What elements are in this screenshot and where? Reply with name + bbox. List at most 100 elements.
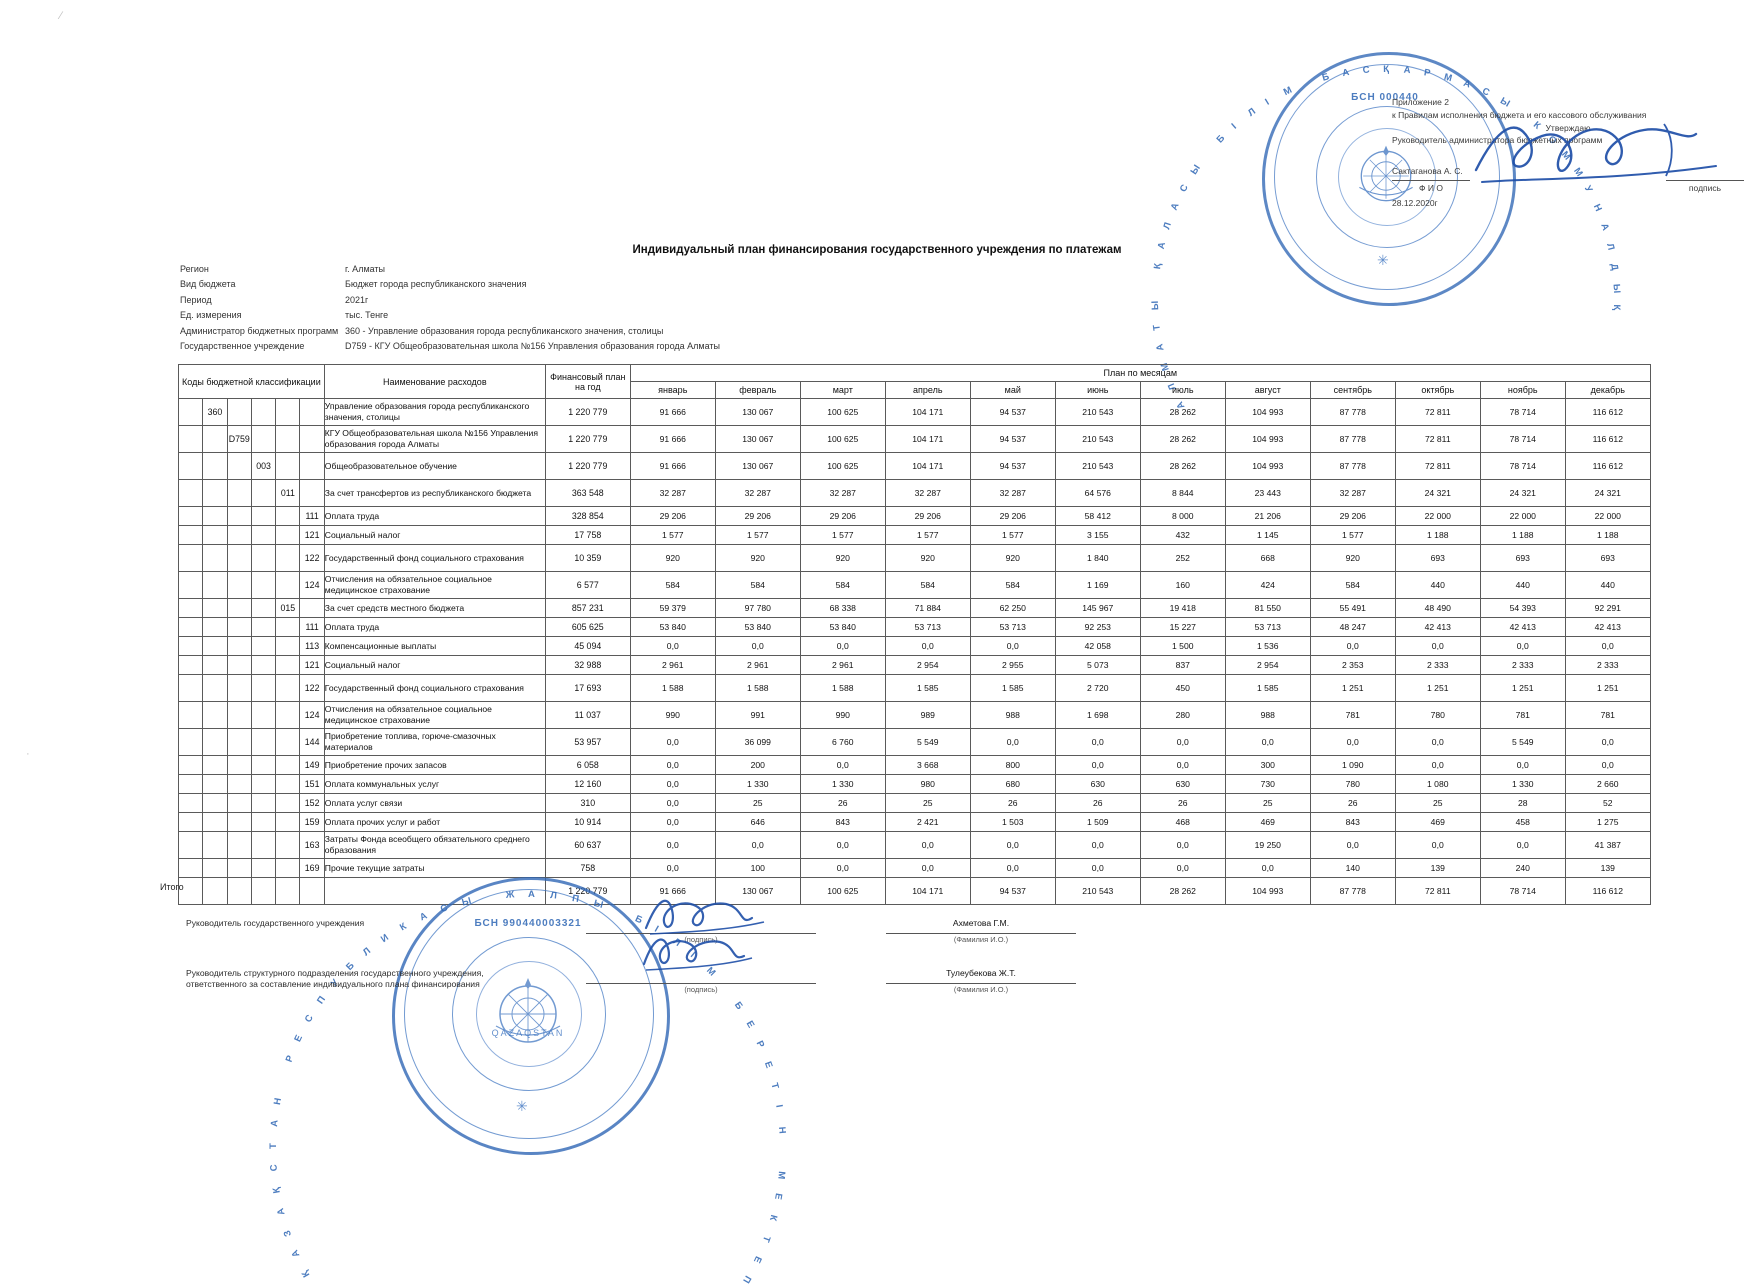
cell-expense-name: Отчисления на обязательное социальное ме… [323,571,546,599]
seal-ring-char: Л [1245,106,1258,119]
cell-code-level-4 [250,793,277,813]
cell-month-8: 21 206 [1224,506,1311,526]
cell-code-level-1 [177,655,204,675]
seal-ring-char: Р [1423,67,1432,80]
cell-code-level-3 [226,525,252,545]
cell-code-level-4 [250,812,277,832]
cell-month-8: 2 954 [1224,655,1311,675]
cell-code-level-1 [177,793,204,813]
cell-code-level-3 [226,793,252,813]
cell-month-7: 252 [1139,544,1226,572]
cell-month-11: 24 321 [1479,479,1566,507]
cell-month-8: 25 [1224,793,1311,813]
cell-month-11: 2 333 [1479,655,1566,675]
cell-code-level-2 [202,655,228,675]
header-month-5: май [969,381,1056,399]
cell-code-level-6: 169 [299,858,325,878]
total-row-label: Итого [160,881,184,892]
cell-code-level-1 [177,858,204,878]
cell-year-plan: 32 988 [544,655,631,675]
cell-code-level-6: 151 [299,774,325,794]
cell-month-5: 62 250 [969,598,1056,618]
cell-month-2: 584 [714,571,801,599]
fio-caption: Ф И О [1392,179,1470,195]
total-code-spacer [299,877,325,905]
cell-month-4: 104 171 [884,398,971,426]
cell-code-level-4 [250,479,277,507]
document-meta: Регион г. Алматы Вид бюджета Бюджет города … [180,262,720,354]
cell-code-level-6: 124 [299,701,325,729]
cell-code-level-4 [250,701,277,729]
header-year-plan: Финансовый план на год [544,364,631,399]
cell-month-8: 81 550 [1224,598,1311,618]
cell-code-level-2 [202,755,228,775]
cell-month-2: 53 840 [714,617,801,637]
cell-month-11: 78 714 [1479,425,1566,453]
cell-code-level-1 [177,701,204,729]
cell-code-level-2: 360 [202,398,228,426]
cell-code-level-3 [226,655,252,675]
seal-ring-char: А [275,1206,288,1217]
table-row: 121 Социальный налог 17 758 1 577 1 577 1 577… [177,525,1651,545]
seal-top-bsn: БСН 000440 [1351,92,1419,103]
state-emblem-icon [1359,145,1413,202]
cell-month-2: 646 [714,812,801,832]
cell-month-2: 29 206 [714,506,801,526]
cell-month-6: 1 169 [1054,571,1141,599]
cell-month-7: 28 262 [1139,452,1226,480]
head-name-caption: (Фамилия И.О.) [953,935,1009,944]
cell-month-12: 52 [1564,793,1651,813]
cell-month-8: 469 [1224,812,1311,832]
cell-month-4: 1 577 [884,525,971,545]
header-budget-codes: Коды бюджетной классификации [178,364,325,399]
header-expense-name: Наименование расходов [323,364,546,399]
meta-label: Вид бюджета [180,279,236,290]
cell-month-4: 0,0 [884,858,971,878]
cell-month-8: 424 [1224,571,1311,599]
cell-month-8: 104 993 [1224,452,1311,480]
cell-month-7: 1 500 [1139,636,1226,656]
seal-ring-char: М [775,1170,788,1180]
cell-code-level-5: 011 [275,479,301,507]
header-month-4: апрель [884,381,971,399]
cell-code-level-1 [177,617,204,637]
cell-code-level-6: 122 [299,674,325,702]
seal-ring-char: Е [772,1192,785,1201]
table-row: 152 Оплата услуг связи 310 0,0 25 26 25 26 26 26 2… [177,793,1651,813]
cell-month-5: 584 [969,571,1056,599]
cell-month-10: 0,0 [1394,636,1481,656]
seal-ring-char: З [281,1228,295,1238]
cell-month-9: 0,0 [1309,831,1396,859]
cell-code-level-4 [250,674,277,702]
cell-month-1: 59 379 [629,598,716,618]
cell-month-5: 53 713 [969,617,1056,637]
cell-month-10: 1 188 [1394,525,1481,545]
table-header-row-2: январь февраль март апрель май июнь июль август… [179,381,1651,399]
seal-ring-char: Д [1608,262,1621,272]
seal-ring-char: А [1168,201,1182,213]
dept-signature-caption: (подпись) [684,985,718,994]
cell-month-12: 0,0 [1564,755,1651,775]
cell-expense-name: Оплата прочих услуг и работ [323,812,546,832]
cell-code-level-1 [177,598,204,618]
cell-month-1: 0,0 [629,728,716,756]
total-code-spacer [226,877,252,905]
total-month-2: 130 067 [714,877,801,905]
cell-code-level-3 [226,617,252,637]
seal-ring-char: Ы [1610,283,1623,294]
cell-month-7: 450 [1139,674,1226,702]
cell-month-3: 100 625 [799,452,886,480]
cell-code-level-3 [226,674,252,702]
cell-month-7: 0,0 [1139,728,1226,756]
cell-month-9: 87 778 [1309,425,1396,453]
seal-ring-char: К [767,1213,780,1222]
cell-month-12: 693 [1564,544,1651,572]
seal-ring-char: Е [750,1254,764,1265]
meta-row: Администратор бюджетных программ 360 - Уп… [180,324,720,339]
seal-ring-char: Е [743,1019,757,1030]
cell-code-level-5 [275,452,301,480]
cell-month-6: 145 967 [1054,598,1141,618]
meta-label: Период [180,294,212,305]
cell-month-9: 1 251 [1309,674,1396,702]
header-months-group: План по месяцам [629,364,1651,382]
